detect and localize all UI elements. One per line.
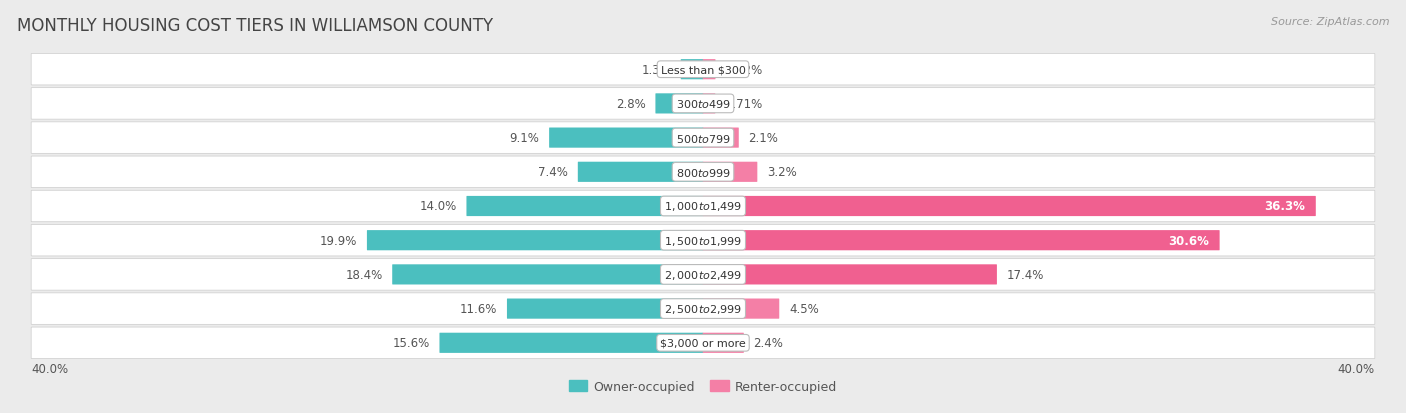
FancyBboxPatch shape [578,162,703,183]
FancyBboxPatch shape [703,94,716,114]
FancyBboxPatch shape [31,293,1375,325]
Text: 19.9%: 19.9% [319,234,357,247]
FancyBboxPatch shape [550,128,703,148]
Text: 17.4%: 17.4% [1007,268,1045,281]
Text: 36.3%: 36.3% [1264,200,1305,213]
Text: $2,000 to $2,499: $2,000 to $2,499 [664,268,742,281]
Text: 18.4%: 18.4% [346,268,382,281]
FancyBboxPatch shape [508,299,703,319]
Text: $2,500 to $2,999: $2,500 to $2,999 [664,302,742,316]
Text: 40.0%: 40.0% [1337,362,1375,375]
FancyBboxPatch shape [31,327,1375,358]
Text: 3.2%: 3.2% [768,166,797,179]
Text: MONTHLY HOUSING COST TIERS IN WILLIAMSON COUNTY: MONTHLY HOUSING COST TIERS IN WILLIAMSON… [17,17,494,34]
Text: 9.1%: 9.1% [509,132,540,145]
FancyBboxPatch shape [703,230,1219,251]
FancyBboxPatch shape [31,259,1375,290]
Text: 1.3%: 1.3% [641,64,671,76]
Text: $800 to $999: $800 to $999 [675,166,731,178]
FancyBboxPatch shape [655,94,703,114]
FancyBboxPatch shape [681,60,703,80]
FancyBboxPatch shape [31,88,1375,120]
FancyBboxPatch shape [467,197,703,216]
Text: 2.4%: 2.4% [754,337,783,349]
FancyBboxPatch shape [703,197,1316,216]
Text: $3,000 or more: $3,000 or more [661,338,745,348]
FancyBboxPatch shape [703,128,738,148]
FancyBboxPatch shape [440,333,703,353]
Legend: Owner-occupied, Renter-occupied: Owner-occupied, Renter-occupied [564,375,842,398]
FancyBboxPatch shape [31,191,1375,222]
Text: $1,000 to $1,499: $1,000 to $1,499 [664,200,742,213]
FancyBboxPatch shape [703,333,744,353]
FancyBboxPatch shape [703,265,997,285]
FancyBboxPatch shape [703,299,779,319]
FancyBboxPatch shape [392,265,703,285]
FancyBboxPatch shape [31,225,1375,256]
Text: 14.0%: 14.0% [419,200,457,213]
Text: 30.6%: 30.6% [1168,234,1209,247]
Text: Less than $300: Less than $300 [661,65,745,75]
Text: $500 to $799: $500 to $799 [675,132,731,144]
FancyBboxPatch shape [703,60,716,80]
FancyBboxPatch shape [367,230,703,251]
Text: 0.71%: 0.71% [725,97,762,111]
FancyBboxPatch shape [31,55,1375,86]
Text: 2.1%: 2.1% [748,132,779,145]
Text: 0.72%: 0.72% [725,64,762,76]
Text: 11.6%: 11.6% [460,302,498,316]
Text: 7.4%: 7.4% [538,166,568,179]
Text: $1,500 to $1,999: $1,500 to $1,999 [664,234,742,247]
Text: 4.5%: 4.5% [789,302,818,316]
Text: 40.0%: 40.0% [31,362,69,375]
FancyBboxPatch shape [703,162,758,183]
FancyBboxPatch shape [31,123,1375,154]
Text: 2.8%: 2.8% [616,97,645,111]
Text: $300 to $499: $300 to $499 [675,98,731,110]
Text: Source: ZipAtlas.com: Source: ZipAtlas.com [1271,17,1389,26]
FancyBboxPatch shape [31,157,1375,188]
Text: 15.6%: 15.6% [392,337,430,349]
